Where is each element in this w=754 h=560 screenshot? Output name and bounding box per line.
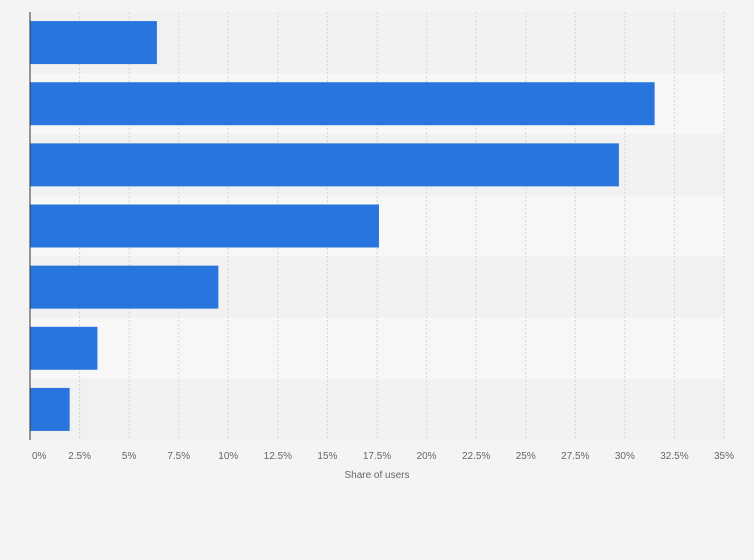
bar	[30, 82, 655, 126]
x-tick-label: 17.5%	[363, 451, 391, 462]
x-tick-label: 20%	[417, 451, 437, 462]
bar	[30, 143, 619, 187]
x-tick-label: 32.5%	[660, 451, 688, 462]
bar	[30, 265, 219, 309]
bar	[30, 387, 70, 431]
bars	[30, 21, 655, 431]
x-tick-label: 5%	[122, 451, 137, 462]
x-tick-label: 10%	[218, 451, 238, 462]
bar	[30, 204, 379, 248]
x-tick-label: 35%	[714, 451, 734, 462]
x-axis-title: Share of users	[344, 470, 409, 481]
x-tick-label: 27.5%	[561, 451, 589, 462]
x-tick-label: 25%	[516, 451, 536, 462]
x-tick-label: 2.5%	[68, 451, 91, 462]
x-tick-label: 7.5%	[167, 451, 190, 462]
x-tick-label: 12.5%	[264, 451, 292, 462]
bar	[30, 326, 98, 370]
bar	[30, 21, 157, 65]
x-tick-label: 22.5%	[462, 451, 490, 462]
x-tick-label: 30%	[615, 451, 635, 462]
x-tick-label: 15%	[317, 451, 337, 462]
x-tick-labels: 0% 2.5% 5% 7.5% 10% 12.5% 15% 17.5% 20% 22.5% 25% 2…	[32, 451, 734, 462]
x-tick-label: 0%	[32, 451, 47, 462]
